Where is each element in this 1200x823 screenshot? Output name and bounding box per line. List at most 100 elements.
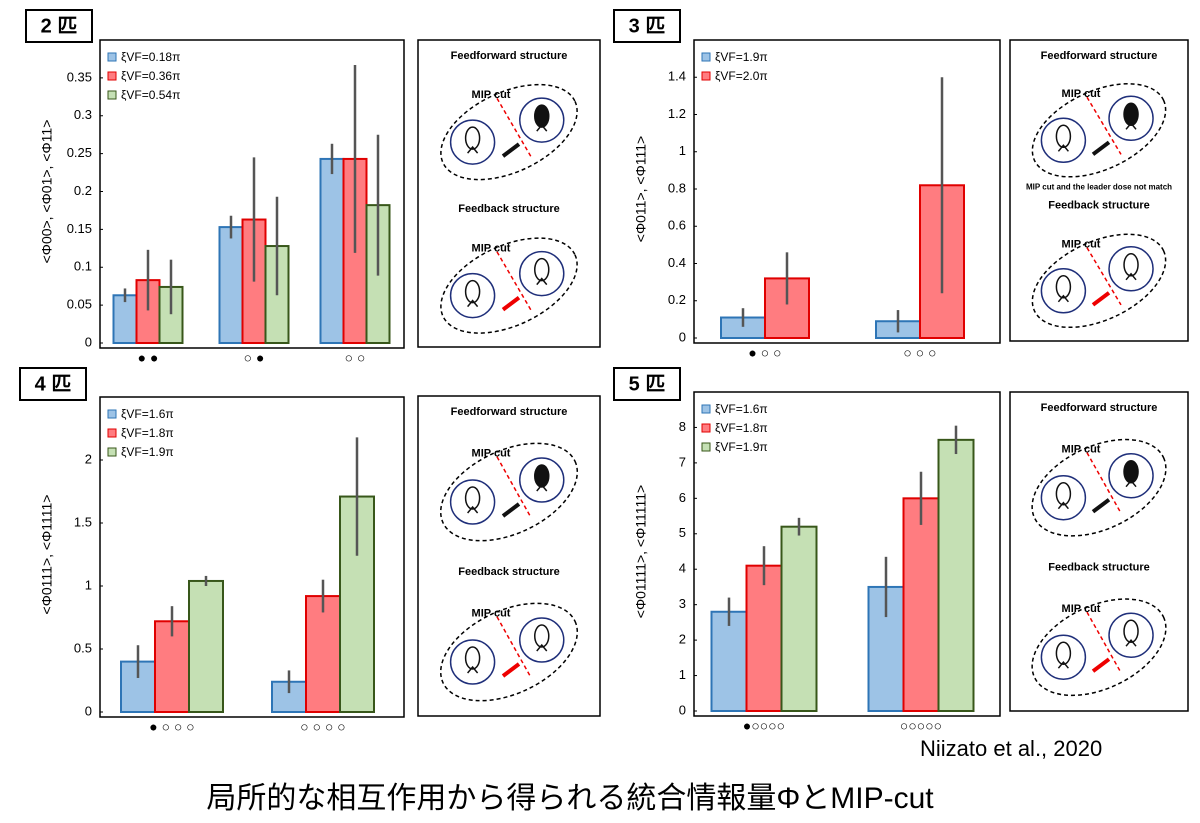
diagram-heading: Feedforward structure bbox=[1041, 50, 1158, 62]
fish bbox=[1123, 619, 1139, 643]
y-tick-label: 0.05 bbox=[67, 297, 92, 312]
group-boundary bbox=[1031, 438, 1167, 537]
fish-tail bbox=[467, 665, 479, 674]
fish bbox=[464, 126, 481, 150]
x-tick-label: ○ ● bbox=[244, 350, 265, 366]
panel-label: 3 匹 bbox=[629, 15, 666, 37]
individual bbox=[1040, 474, 1087, 521]
fish-tail bbox=[1057, 294, 1069, 303]
diagram-heading: Feedback structure bbox=[458, 566, 559, 578]
legend-label: ξVF=1.8π bbox=[715, 421, 768, 435]
individual bbox=[1108, 612, 1154, 658]
fish bbox=[1123, 459, 1139, 484]
y-axis-label: <Φ011>, <Φ111> bbox=[633, 136, 649, 242]
group-boundary bbox=[439, 602, 579, 702]
x-tick-label: ○○○○○ bbox=[900, 718, 942, 734]
bar bbox=[710, 610, 748, 712]
fish bbox=[464, 279, 481, 304]
individual bbox=[1040, 634, 1087, 680]
legend-label: ξVF=1.6π bbox=[121, 407, 174, 421]
diagram-box bbox=[417, 395, 601, 717]
legend-swatch bbox=[701, 52, 711, 62]
y-tick-label: 0 bbox=[85, 334, 92, 349]
fish bbox=[534, 257, 550, 282]
panel-label: 4 匹 bbox=[35, 373, 72, 395]
plot-frame bbox=[693, 39, 1001, 344]
group-boundary bbox=[1031, 598, 1167, 697]
x-tick-label: ● ○ ○ ○ bbox=[149, 719, 195, 735]
y-tick-label: 0.8 bbox=[668, 180, 686, 195]
y-axis-label: <Φ00>, <Φ01>, <Φ11> bbox=[39, 120, 55, 264]
y-tick-label: 6 bbox=[679, 490, 686, 505]
mip-cut-label: MIP cut bbox=[1062, 603, 1101, 615]
individual bbox=[519, 617, 565, 663]
legend-swatch bbox=[107, 428, 117, 438]
individual bbox=[449, 119, 496, 165]
fish-tail bbox=[1125, 272, 1137, 281]
fish-tail bbox=[536, 123, 548, 132]
slide-title: 局所的な相互作用から得られる統合情報量ΦとMIP-cut bbox=[206, 782, 934, 815]
y-axis-label: <Φ0111>, <Φ1111> bbox=[39, 495, 55, 615]
mip-cut-label: MIP cut bbox=[472, 243, 511, 255]
fish bbox=[464, 646, 481, 670]
x-tick-label: ● ○ ○ bbox=[748, 345, 781, 361]
panel-label-box bbox=[613, 9, 681, 43]
fish-tail bbox=[1125, 639, 1137, 647]
arrow bbox=[501, 502, 521, 518]
bar bbox=[112, 294, 138, 344]
fish-tail bbox=[536, 483, 548, 492]
fish-tail bbox=[1057, 661, 1069, 669]
panel-label-box bbox=[25, 9, 93, 43]
legend-swatch bbox=[107, 409, 117, 419]
fish-tail bbox=[536, 277, 548, 286]
legend-label: ξVF=2.0π bbox=[715, 69, 768, 83]
diagram-heading: Feedback structure bbox=[458, 203, 559, 215]
mip-cut-label: MIP cut bbox=[1062, 239, 1101, 251]
individual bbox=[449, 479, 496, 525]
y-tick-label: 0 bbox=[85, 703, 92, 718]
fish-tail bbox=[1125, 122, 1137, 130]
group-boundary bbox=[439, 442, 579, 542]
individual bbox=[1040, 268, 1087, 314]
y-tick-label: 0.5 bbox=[74, 640, 92, 655]
legend-label: ξVF=1.6π bbox=[715, 402, 768, 416]
legend-label: ξVF=0.36π bbox=[121, 69, 180, 83]
fish bbox=[1123, 102, 1139, 127]
y-tick-label: 1.2 bbox=[668, 106, 686, 121]
individual bbox=[1108, 95, 1154, 142]
legend-label: ξVF=1.9π bbox=[715, 50, 768, 64]
cut-line bbox=[496, 456, 532, 518]
bar bbox=[305, 595, 341, 714]
x-tick-label: ○ ○ ○ ○ bbox=[300, 719, 346, 735]
fish bbox=[534, 104, 550, 128]
plot-frame bbox=[99, 39, 405, 349]
legend-swatch bbox=[107, 52, 117, 62]
diagram-box bbox=[417, 39, 601, 348]
bar bbox=[780, 525, 818, 713]
mip-cut-label: MIP cut bbox=[1062, 443, 1101, 455]
plot-frame bbox=[99, 396, 405, 718]
panel-label: 5 匹 bbox=[629, 373, 666, 395]
fish-tail bbox=[467, 299, 479, 308]
fish bbox=[464, 486, 481, 510]
individual bbox=[519, 250, 565, 297]
fish bbox=[534, 464, 550, 488]
y-tick-label: 5 bbox=[679, 525, 686, 540]
y-tick-label: 0.2 bbox=[668, 292, 686, 307]
arrow bbox=[1091, 291, 1111, 307]
fish-tail bbox=[467, 145, 479, 154]
diagram-box bbox=[1009, 391, 1189, 712]
fish bbox=[534, 624, 550, 648]
y-tick-label: 1 bbox=[85, 577, 92, 592]
y-tick-label: 8 bbox=[679, 419, 686, 434]
y-tick-label: 0.15 bbox=[67, 221, 92, 236]
diagram-heading: Feedback structure bbox=[1048, 561, 1149, 573]
group-boundary bbox=[1031, 83, 1167, 178]
bar bbox=[902, 497, 940, 713]
y-tick-label: 4 bbox=[679, 561, 686, 576]
legend-swatch bbox=[107, 90, 117, 100]
y-tick-label: 0 bbox=[679, 702, 686, 717]
diagram-note: MIP cut and the leader dose not match bbox=[1026, 183, 1172, 192]
y-tick-label: 2 bbox=[85, 451, 92, 466]
arrow bbox=[501, 296, 521, 312]
